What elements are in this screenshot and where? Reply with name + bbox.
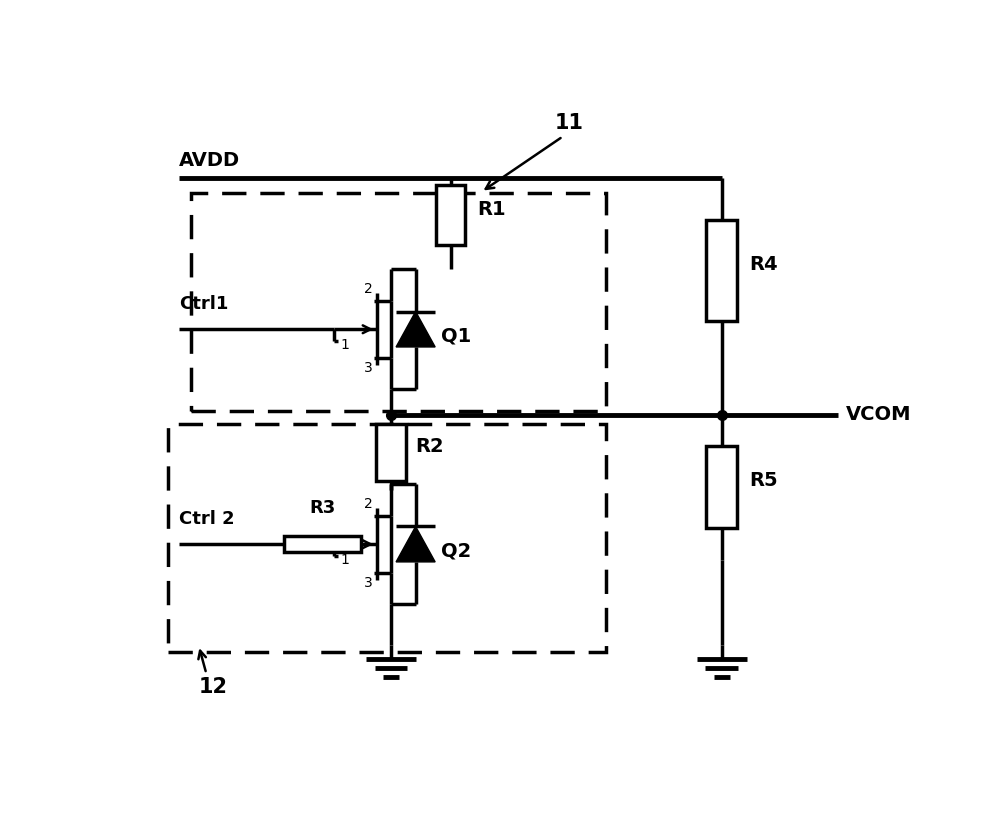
Text: 2: 2 <box>364 282 373 296</box>
Polygon shape <box>396 311 435 347</box>
Bar <box>191 193 606 411</box>
Text: VCOM: VCOM <box>846 405 911 424</box>
Text: Ctrl 2: Ctrl 2 <box>179 511 235 529</box>
Text: R5: R5 <box>749 471 778 490</box>
Text: R3: R3 <box>310 499 336 517</box>
Text: R4: R4 <box>749 255 778 274</box>
Bar <box>436 186 465 245</box>
Bar <box>168 424 606 652</box>
Text: 12: 12 <box>199 677 228 697</box>
Polygon shape <box>396 526 435 562</box>
Text: 3: 3 <box>364 361 373 375</box>
Text: Q1: Q1 <box>441 326 471 345</box>
Bar <box>706 220 737 321</box>
Text: 2: 2 <box>364 497 373 511</box>
Text: AVDD: AVDD <box>179 151 240 170</box>
Bar <box>284 536 361 552</box>
Text: Q2: Q2 <box>441 541 471 560</box>
Text: Ctrl1: Ctrl1 <box>179 296 229 314</box>
Text: R2: R2 <box>416 437 444 456</box>
Text: R1: R1 <box>478 200 506 218</box>
Text: 11: 11 <box>555 113 584 133</box>
Text: 3: 3 <box>364 576 373 589</box>
Text: 1: 1 <box>340 553 349 567</box>
Bar <box>706 447 737 529</box>
Text: 1: 1 <box>340 338 349 352</box>
Bar <box>376 424 406 481</box>
